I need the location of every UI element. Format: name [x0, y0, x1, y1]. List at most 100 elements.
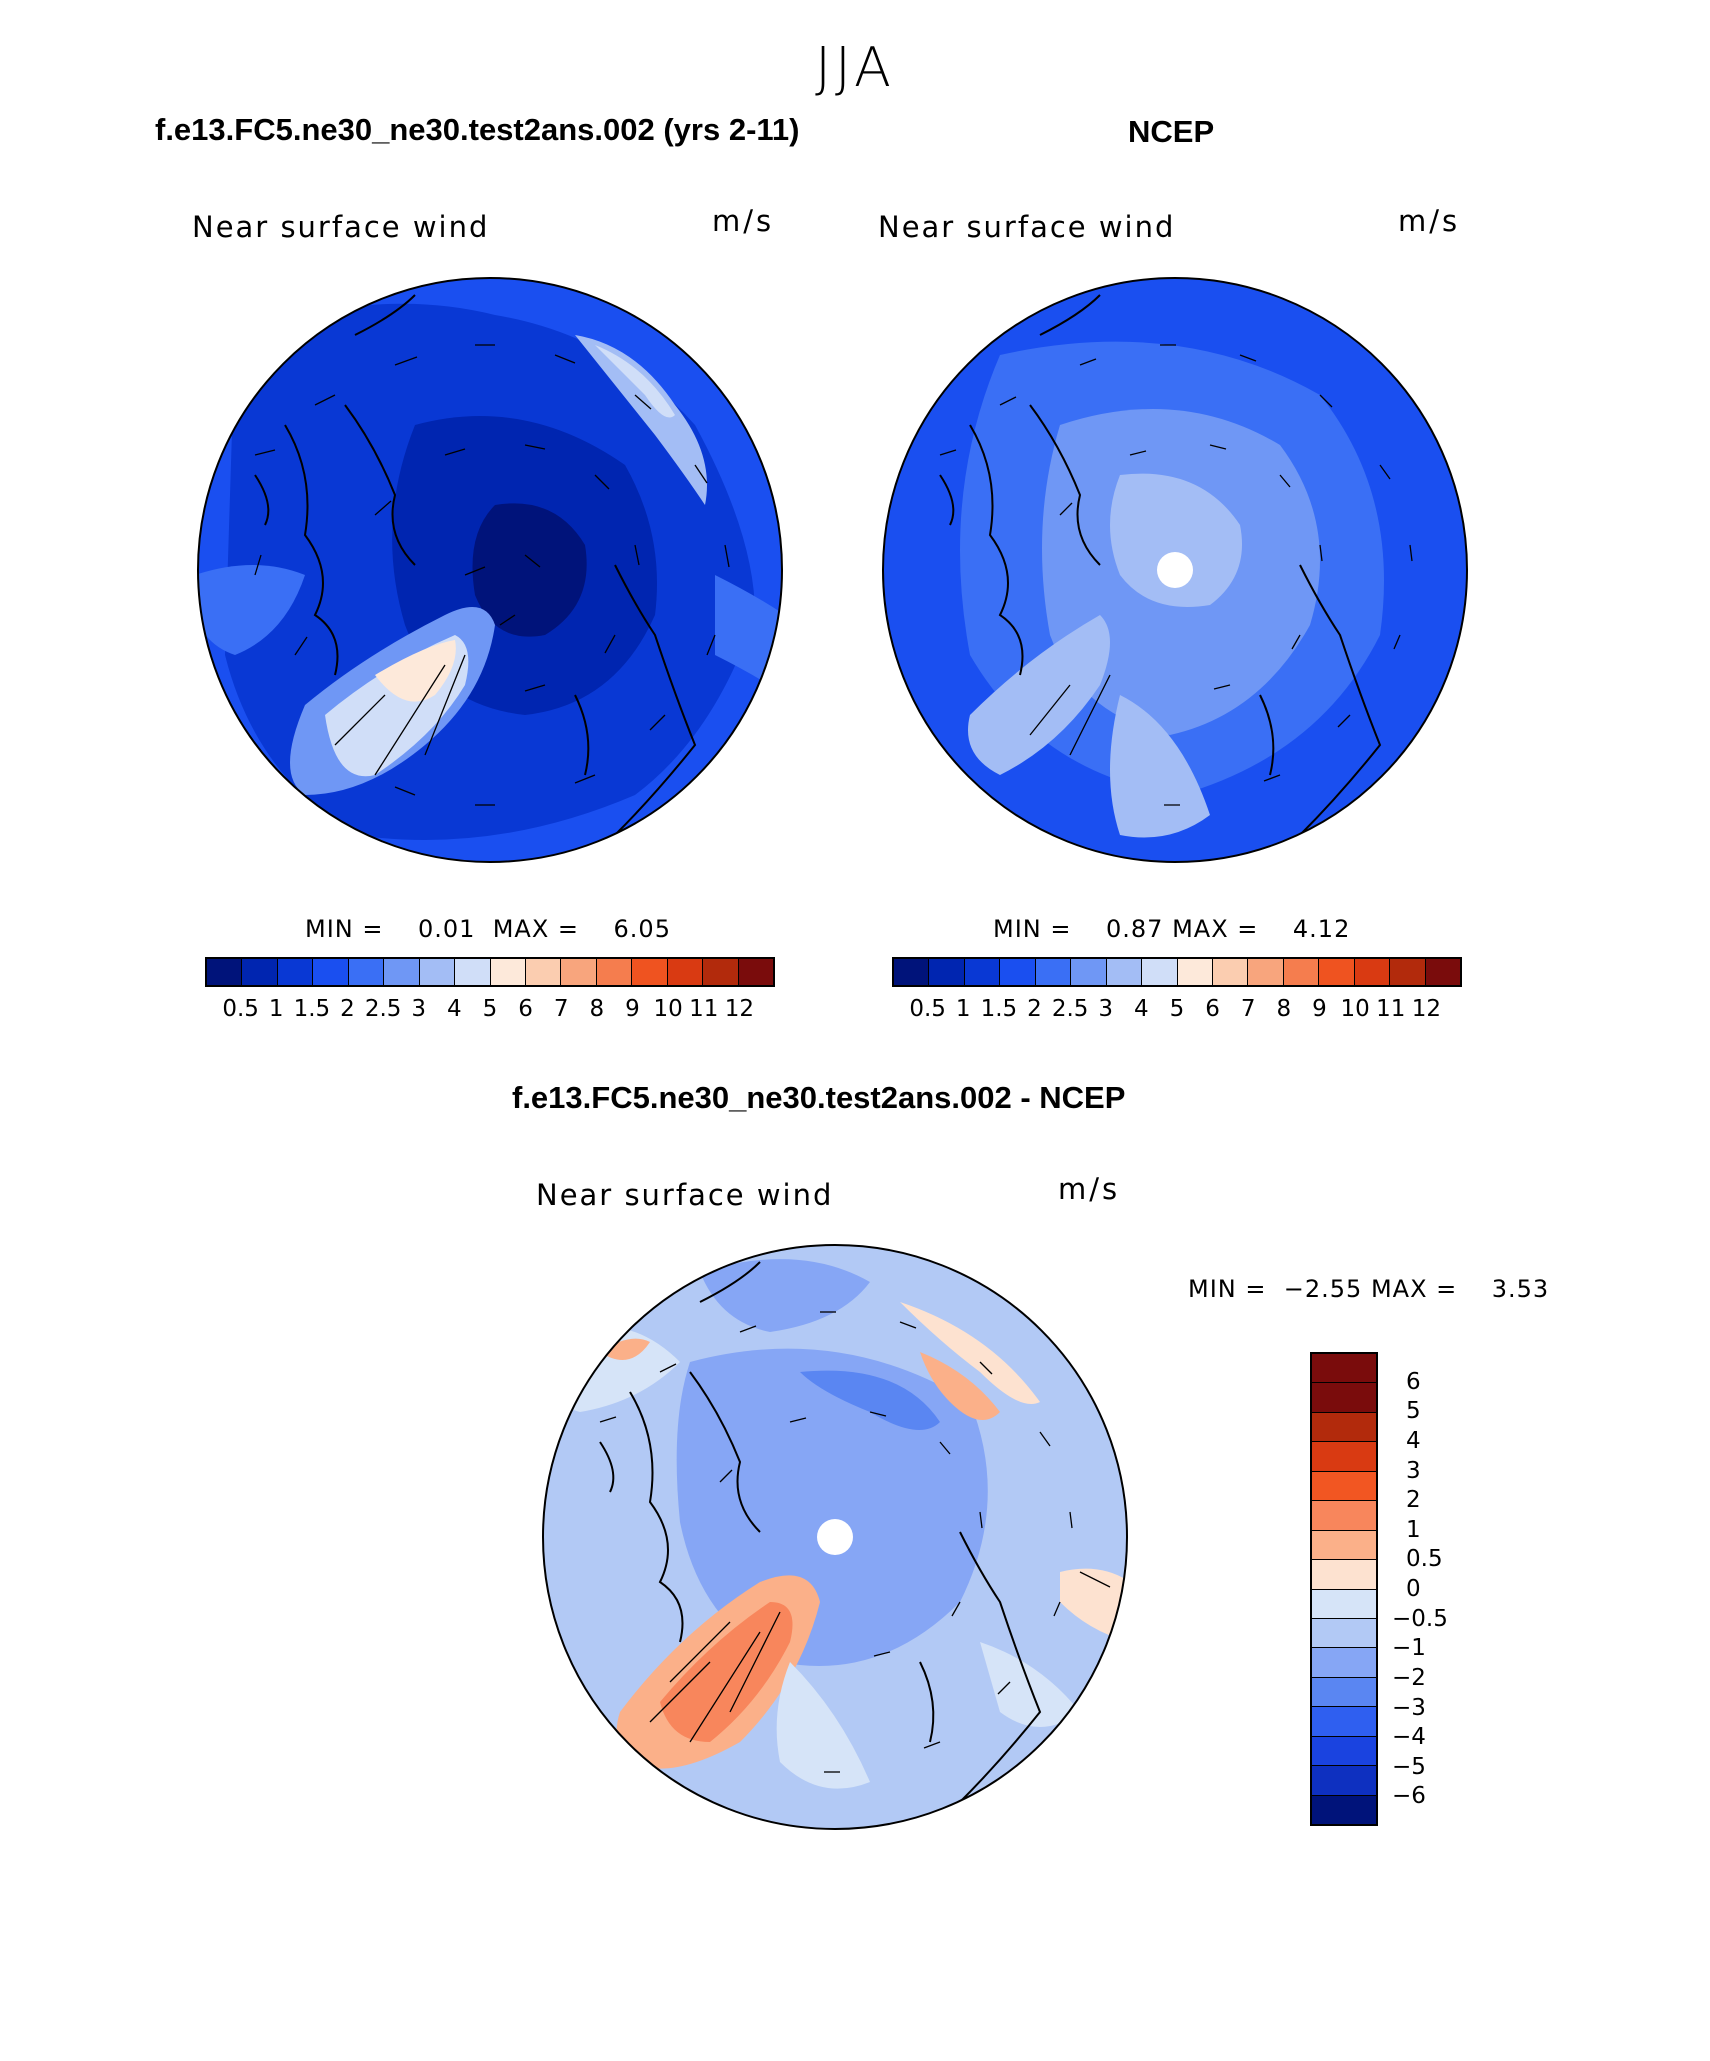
panel-obs-colorbar-swatch — [1106, 959, 1143, 985]
panel-model-colorbar-tick-label: 5 — [482, 996, 498, 1022]
panel-obs-max-label: MAX = — [1172, 915, 1259, 943]
panel-obs-colorbar-swatch — [1071, 959, 1107, 985]
panel-obs-colorbar-swatch — [1248, 959, 1284, 985]
panel-obs-colorbar-tick-label: 4 — [1134, 996, 1149, 1022]
panel-model-colorbar-swatch — [703, 959, 739, 985]
panel-model-colorbar-tick-label: 7 — [553, 996, 569, 1022]
panel-model-coastlines — [254, 294, 697, 836]
panel-diff-pole-hole — [817, 1519, 853, 1555]
panel-obs-coastlines — [939, 294, 1382, 836]
panel-model-colorbar-tick-label: 1 — [268, 996, 284, 1022]
panel-obs-colorbar — [892, 957, 1462, 987]
panel-obs-colorbar-tick-label: 1 — [955, 996, 971, 1022]
panel-obs-colorbar-tick-label: 11 — [1376, 996, 1406, 1022]
panel-model-minmax: MIN = 0.01 MAX = 6.05 — [305, 915, 671, 943]
panel-model-colorbar-swatch — [490, 959, 526, 985]
panel-diff-max-label: MAX = — [1370, 1275, 1458, 1303]
panel-diff-variable: Near surface wind — [536, 1178, 834, 1212]
panel-diff-colorbar-tick-label: −1 — [1392, 1635, 1426, 1662]
panel-diff-colorbar-swatch — [1312, 1471, 1376, 1502]
panel-model-vectors — [254, 344, 730, 806]
panel-model-colorbar-tick-label: 6 — [518, 996, 533, 1022]
panel-diff-field — [543, 1245, 1127, 1829]
panel-diff-colorbar-swatch — [1312, 1412, 1376, 1443]
panel-obs-max-value: 4.12 — [1292, 915, 1351, 943]
panel-model-colorbar-swatch — [455, 959, 491, 985]
panel-model-units: m/s — [712, 204, 775, 238]
panel-model-max-value: 6.05 — [613, 915, 671, 943]
panel-diff-colorbar-tick-label: 3 — [1406, 1457, 1421, 1484]
panel-obs-border — [882, 277, 1468, 863]
panel-diff-colorbar-swatch — [1312, 1795, 1376, 1824]
panel-obs-colorbar-tick-label: 9 — [1312, 996, 1327, 1022]
panel-obs-colorbar-tick-label: 1.5 — [980, 996, 1018, 1022]
panel-obs-colorbar-swatch — [1212, 959, 1249, 985]
panel-obs-colorbar-swatch — [1000, 959, 1036, 985]
panel-obs-title: NCEP — [1128, 114, 1215, 149]
panel-diff-colorbar-tick-label: −6 — [1392, 1783, 1426, 1810]
panel-diff-colorbar-swatch — [1312, 1501, 1376, 1531]
panel-model-colorbar-tick-label: 8 — [589, 996, 605, 1022]
panel-model-colorbar-swatch — [277, 959, 314, 985]
panel-diff-map — [542, 1244, 1128, 1830]
panel-model-colorbar-swatch — [419, 959, 456, 985]
panel-obs-colorbar-swatch — [1283, 959, 1320, 985]
panel-diff-colorbar-swatch — [1312, 1618, 1376, 1649]
panel-diff-colorbar-swatch — [1312, 1736, 1376, 1767]
panel-obs-colorbar-swatch — [1035, 959, 1072, 985]
panel-diff-colorbar-swatch — [1312, 1707, 1376, 1737]
panel-model-colorbar-swatch — [525, 959, 562, 985]
panel-obs-colorbar-tick-label: 10 — [1340, 996, 1370, 1022]
panel-diff-min-value: −2.55 — [1283, 1275, 1363, 1303]
panel-model-colorbar-swatch — [313, 959, 349, 985]
panel-diff-title: f.e13.FC5.ne30_ne30.test2ans.002 - NCEP — [512, 1080, 1126, 1115]
panel-diff-max-value: 3.53 — [1491, 1275, 1550, 1303]
panel-diff-colorbar-swatch — [1312, 1589, 1376, 1619]
panel-obs-colorbar-swatch — [1319, 959, 1355, 985]
panel-model-colorbar-swatch — [207, 959, 243, 985]
panel-model-colorbar-tick-label: 11 — [689, 996, 719, 1022]
panel-diff-coastlines — [599, 1261, 1042, 1803]
panel-model-colorbar-swatch — [632, 959, 668, 985]
panel-obs-colorbar-swatch — [929, 959, 965, 985]
panel-model-colorbar-ticks: 0.5 1 1.5 2 2.5 3 4 5 6 7 8 9 10 11 12 — [205, 996, 775, 1026]
panel-obs-map — [882, 277, 1468, 863]
panel-diff-colorbar-swatch — [1312, 1677, 1376, 1708]
panel-obs-units: m/s — [1398, 204, 1461, 238]
panel-obs-min-value: 0.87 — [1106, 915, 1164, 943]
panel-obs-vectors — [939, 344, 1413, 806]
panel-model-colorbar-swatch — [667, 959, 704, 985]
panel-diff-colorbar-tick-label: −0.5 — [1392, 1605, 1448, 1632]
panel-diff-minmax: MIN = −2.55 MAX = 3.53 — [1188, 1275, 1549, 1303]
panel-obs-colorbar-tick-label: 5 — [1169, 996, 1185, 1022]
panel-obs-colorbar-swatch — [1425, 959, 1460, 985]
panel-model-colorbar-swatch — [561, 959, 597, 985]
panel-obs-pole-hole — [1157, 552, 1193, 588]
panel-diff-min-label: MIN = — [1188, 1275, 1267, 1303]
panel-model-colorbar-tick-label: 12 — [724, 996, 755, 1022]
panel-model-colorbar-tick-label: 0.5 — [222, 996, 259, 1022]
panel-model-colorbar-tick-label: 2 — [340, 996, 355, 1022]
panel-obs-colorbar-tick-label: 3 — [1098, 996, 1114, 1022]
panel-model-colorbar-tick-label: 3 — [411, 996, 427, 1022]
panel-diff-vectors — [599, 1311, 1111, 1773]
panel-model-min-value: 0.01 — [418, 915, 476, 943]
panel-diff-colorbar-tick-label: 4 — [1406, 1427, 1421, 1454]
panel-diff-colorbar-tick-label: −4 — [1392, 1724, 1426, 1751]
figure-title: JJA — [815, 36, 895, 99]
panel-model-map — [197, 277, 783, 863]
panel-diff-colorbar-tick-label: −2 — [1392, 1664, 1426, 1691]
panel-obs-variable: Near surface wind — [878, 210, 1176, 244]
panel-diff-colorbar-swatch — [1312, 1766, 1376, 1796]
panel-obs-colorbar-tick-label: 2 — [1027, 996, 1042, 1022]
panel-obs-colorbar-ticks: 0.5 1 1.5 2 2.5 3 4 5 6 7 8 9 10 11 12 — [892, 996, 1462, 1026]
panel-model-colorbar-tick-label: 9 — [625, 996, 640, 1022]
panel-diff-units: m/s — [1058, 1172, 1121, 1206]
panel-obs-colorbar-tick-label: 2.5 — [1051, 996, 1089, 1022]
panel-model-field — [198, 278, 782, 862]
panel-obs-colorbar-tick-label: 6 — [1205, 996, 1220, 1022]
panel-diff-colorbar-swatch — [1312, 1442, 1376, 1472]
panel-obs-colorbar-swatch — [1177, 959, 1213, 985]
panel-obs-minmax: MIN = 0.87 MAX = 4.12 — [993, 915, 1350, 943]
panel-model-max-label: MAX = — [492, 915, 580, 943]
